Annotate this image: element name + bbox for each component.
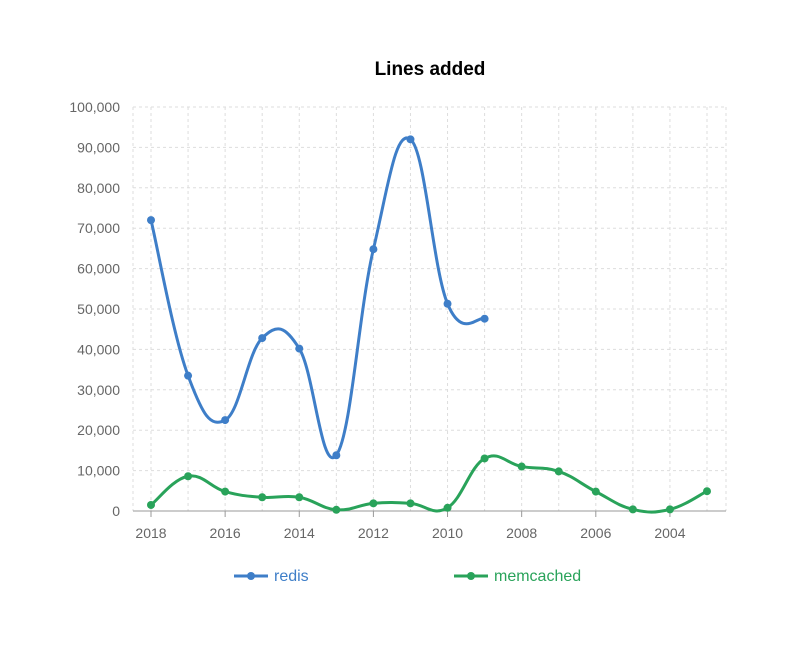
data-point[interactable]: [591, 487, 600, 496]
series-line: [150, 454, 708, 514]
data-point[interactable]: [703, 487, 711, 496]
data-point[interactable]: [258, 334, 267, 343]
data-point[interactable]: [480, 454, 489, 463]
x-tick-label: 2008: [506, 525, 537, 541]
data-point[interactable]: [184, 472, 193, 481]
data-point[interactable]: [147, 500, 155, 509]
y-tick-label: 100,000: [69, 99, 120, 115]
y-tick-label: 80,000: [77, 180, 120, 196]
x-tick-label: 2006: [580, 525, 611, 541]
legend: redis memcached: [234, 568, 581, 585]
data-point[interactable]: [295, 493, 304, 502]
data-point[interactable]: [443, 299, 452, 308]
x-tick-label: 2004: [654, 525, 685, 541]
y-tick-label: 70,000: [77, 220, 120, 236]
series-memcached: [147, 454, 711, 514]
y-tick-label: 10,000: [77, 463, 120, 479]
data-point[interactable]: [554, 467, 563, 476]
legend-item-redis[interactable]: redis: [234, 568, 309, 585]
data-point[interactable]: [369, 245, 378, 254]
data-point[interactable]: [406, 499, 415, 508]
chart-title: Lines added: [375, 59, 486, 80]
y-tick-label: 30,000: [77, 382, 120, 398]
x-tick-label: 2014: [284, 525, 315, 541]
legend-marker: [247, 572, 255, 580]
legend-label: memcached: [494, 568, 581, 585]
legend-marker: [467, 572, 475, 580]
legend-label: redis: [274, 568, 309, 585]
series-redis: [147, 135, 489, 460]
grid: [132, 106, 727, 511]
data-point[interactable]: [517, 462, 526, 471]
y-tick-label: 40,000: [77, 341, 120, 357]
data-point[interactable]: [406, 135, 415, 144]
y-tick-label: 20,000: [77, 422, 120, 438]
x-tick-label: 2016: [210, 525, 241, 541]
data-point[interactable]: [258, 493, 267, 502]
data-point[interactable]: [184, 371, 193, 380]
y-tick-label: 90,000: [77, 139, 120, 155]
data-point[interactable]: [332, 505, 341, 514]
series-line: [149, 136, 486, 460]
x-tick-label: 2012: [358, 525, 389, 541]
axes: 0 10,000 20,000 30,000 40,000 50,000 60,000 70,…: [69, 99, 726, 541]
y-tick-label: 0: [112, 503, 120, 519]
data-point[interactable]: [369, 499, 378, 508]
data-point[interactable]: [480, 314, 489, 323]
y-tick-label: 50,000: [77, 301, 120, 317]
data-point[interactable]: [147, 216, 155, 225]
data-point[interactable]: [221, 487, 230, 496]
data-point[interactable]: [221, 416, 230, 425]
x-tick-label: 2010: [432, 525, 463, 541]
data-point[interactable]: [665, 505, 674, 514]
data-point[interactable]: [628, 505, 637, 514]
data-point[interactable]: [332, 451, 341, 460]
legend-item-memcached[interactable]: memcached: [454, 568, 581, 585]
series-layer: [147, 135, 711, 514]
x-tick-label: 2018: [135, 525, 166, 541]
y-tick-label: 60,000: [77, 261, 120, 277]
data-point[interactable]: [443, 503, 452, 512]
data-point[interactable]: [295, 344, 304, 353]
